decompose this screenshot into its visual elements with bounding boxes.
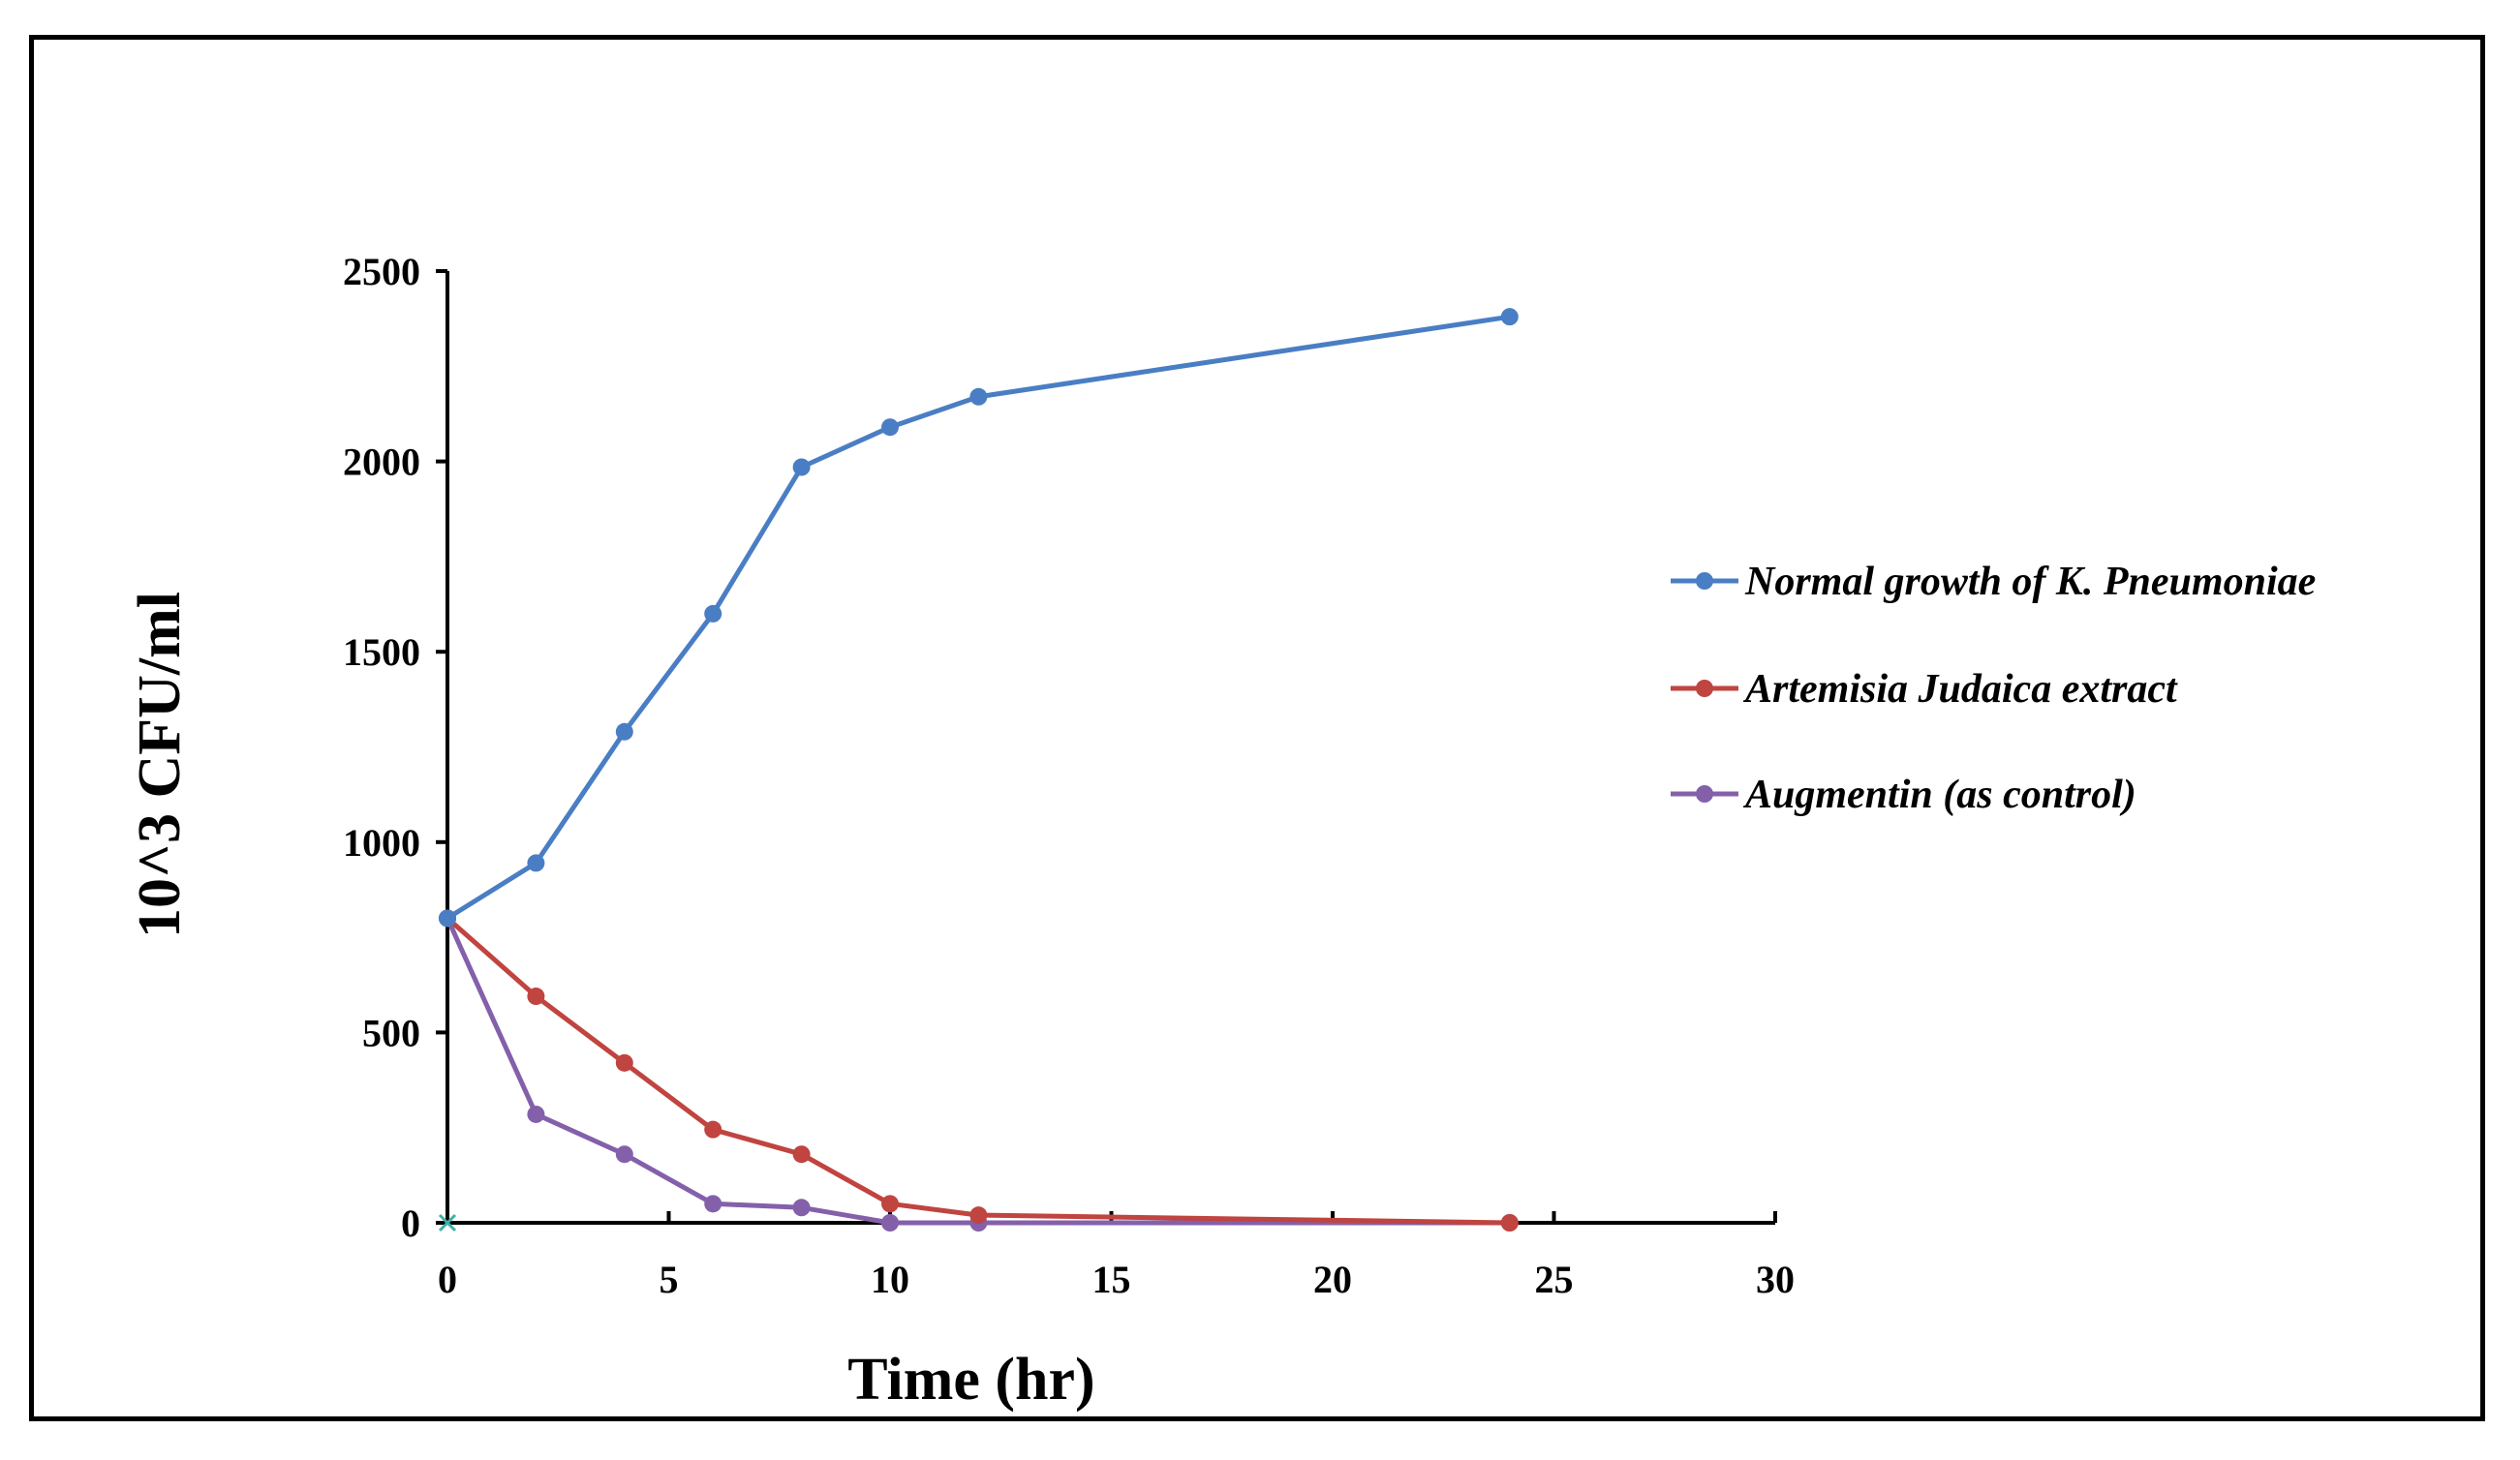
- data-point: [1500, 308, 1519, 326]
- data-point: [704, 604, 722, 623]
- data-point: [439, 909, 456, 928]
- data-point: [527, 854, 545, 872]
- data-point: [527, 988, 545, 1006]
- series-normal-growth-of-k-pneumoniae: [439, 308, 1519, 928]
- series-layer: [438, 308, 1519, 1232]
- legend-swatch-marker: [1696, 785, 1713, 803]
- legend-swatch-marker: [1696, 680, 1713, 697]
- series-line: [445, 917, 1510, 1226]
- data-point: [615, 1053, 633, 1072]
- x-tick-label: 30: [1756, 1258, 1795, 1301]
- x-tick-label: 25: [1535, 1258, 1574, 1301]
- legend-label: Artemisia Judaica extract: [1742, 667, 2178, 712]
- chart-frame: [29, 35, 2485, 1421]
- y-tick-label: 500: [362, 1011, 420, 1054]
- data-point: [615, 722, 633, 741]
- data-point: [969, 387, 988, 406]
- series-augmentin-as-control-: [439, 909, 1519, 1232]
- data-point: [881, 418, 899, 437]
- y-tick-label: 1500: [343, 630, 420, 674]
- series-artemisia-judaica-extract: [439, 909, 1519, 1232]
- x-tick-labels: 0 5 10 15 20 25 30: [438, 1258, 1795, 1301]
- data-point: [704, 1195, 722, 1213]
- y-tick-label: 0: [401, 1201, 420, 1245]
- legend-item: Normal growth of K. Pneumoniae: [1671, 560, 2316, 604]
- legend: Normal growth of K. Pneumoniae Artemisia…: [1671, 560, 2316, 817]
- x-tick-label: 10: [871, 1258, 909, 1301]
- x-tick-label: 15: [1092, 1258, 1131, 1301]
- data-point: [704, 1120, 722, 1139]
- legend-item: Artemisia Judaica extract: [1671, 667, 2178, 712]
- data-point: [969, 1206, 988, 1225]
- x-tick-label: 5: [660, 1258, 679, 1301]
- data-point: [792, 1199, 811, 1217]
- data-point: [615, 1145, 633, 1164]
- origin-marker: [438, 1213, 457, 1232]
- data-point: [881, 1195, 899, 1213]
- y-tick-labels: 0 500 1000 1500 2000 2500: [343, 250, 420, 1245]
- axes: [436, 269, 1777, 1225]
- y-tick-label: 2500: [343, 250, 420, 293]
- data-point: [1500, 1214, 1519, 1232]
- data-point: [792, 458, 811, 476]
- series-line: [446, 314, 1511, 921]
- legend-swatch-marker: [1696, 572, 1713, 590]
- y-tick-label: 1000: [343, 821, 420, 865]
- data-point: [527, 1105, 545, 1123]
- legend-label: Normal growth of K. Pneumoniae: [1744, 560, 2316, 604]
- series-line: [446, 916, 1510, 1226]
- x-tick-label: 20: [1313, 1258, 1352, 1301]
- legend-item: Augmentin (as control): [1671, 773, 2136, 817]
- origin-marker-stroke: [438, 1213, 457, 1232]
- data-point: [792, 1145, 811, 1164]
- x-tick-label: 0: [438, 1258, 457, 1301]
- legend-label: Augmentin (as control): [1742, 773, 2136, 817]
- y-axis-title: 10^3 CFU/ml: [127, 592, 193, 938]
- y-tick-label: 2000: [343, 441, 420, 484]
- x-axis-title: Time (hr): [847, 1347, 1094, 1413]
- data-point: [881, 1214, 899, 1232]
